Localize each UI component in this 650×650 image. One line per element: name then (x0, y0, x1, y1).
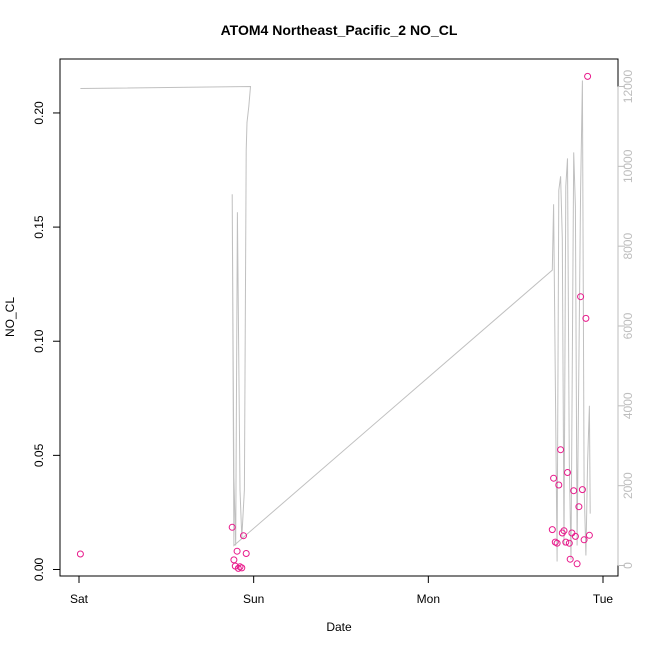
y-axis-left: 0.00 0.05 0.10 0.15 0.20 (32, 101, 61, 581)
data-point-20 (565, 539, 573, 547)
y-tick-label-0: 0.00 (32, 557, 46, 581)
data-point-27 (577, 293, 585, 301)
data-point-30 (582, 314, 590, 322)
y2-tick-label-5: 10000 (621, 149, 635, 183)
y2-tick-label-2: 4000 (621, 392, 635, 419)
data-point-15 (557, 446, 565, 454)
data-point-21 (566, 555, 574, 563)
data-point-28 (578, 486, 586, 494)
data-point-22 (568, 529, 576, 537)
y-axis-right: 0 2000 4000 6000 8000 10000 12000 (617, 69, 635, 569)
data-point-13 (553, 539, 561, 547)
data-point-0 (76, 550, 84, 558)
x-tick-label-3: Tue (593, 592, 614, 606)
data-point-8 (240, 532, 247, 540)
line-series (80, 80, 591, 562)
y2-tick-label-3: 6000 (621, 312, 635, 339)
y-tick-label-2: 0.10 (32, 329, 46, 353)
data-point-11 (550, 474, 558, 482)
point-series (76, 72, 593, 572)
data-point-2 (230, 556, 238, 564)
data-point-17 (560, 527, 568, 535)
data-point-23 (570, 487, 578, 495)
y-tick-label-1: 0.05 (32, 443, 46, 467)
data-point-10 (548, 526, 556, 534)
x-tick-label-2: Mon (417, 592, 440, 606)
x-axis-label: Date (326, 620, 352, 634)
y2-tick-label-4: 8000 (621, 233, 635, 260)
y2-tick-label-6: 12000 (621, 69, 635, 103)
x-axis: Sat Sun Mon Tue (70, 575, 614, 606)
data-point-26 (575, 503, 583, 511)
chart-title: ATOM4 Northeast_Pacific_2 NO_CL (221, 22, 458, 38)
data-point-32 (585, 531, 593, 539)
y-tick-label-3: 0.15 (32, 215, 46, 239)
data-point-4 (233, 547, 241, 555)
data-point-7 (238, 564, 246, 572)
y-axis-label: NO_CL (3, 297, 17, 337)
data-point-1 (228, 523, 236, 531)
x-tick-label-0: Sat (70, 592, 89, 606)
data-point-9 (242, 550, 250, 557)
data-point-14 (555, 481, 563, 489)
data-point-12 (551, 538, 559, 546)
series-line (80, 80, 591, 562)
data-point-29 (580, 536, 588, 544)
plot-frame (59, 58, 619, 577)
y2-tick-label-0: 0 (621, 562, 635, 569)
data-point-31 (584, 72, 592, 80)
data-point-25 (573, 560, 581, 568)
y2-tick-label-1: 2000 (621, 472, 635, 499)
data-point-19 (564, 469, 571, 476)
y-tick-label-4: 0.20 (32, 101, 46, 125)
data-point-24 (571, 532, 579, 540)
x-tick-label-1: Sun (243, 592, 264, 606)
data-point-5 (234, 564, 242, 572)
data-point-18 (562, 538, 570, 546)
data-point-6 (236, 563, 244, 571)
